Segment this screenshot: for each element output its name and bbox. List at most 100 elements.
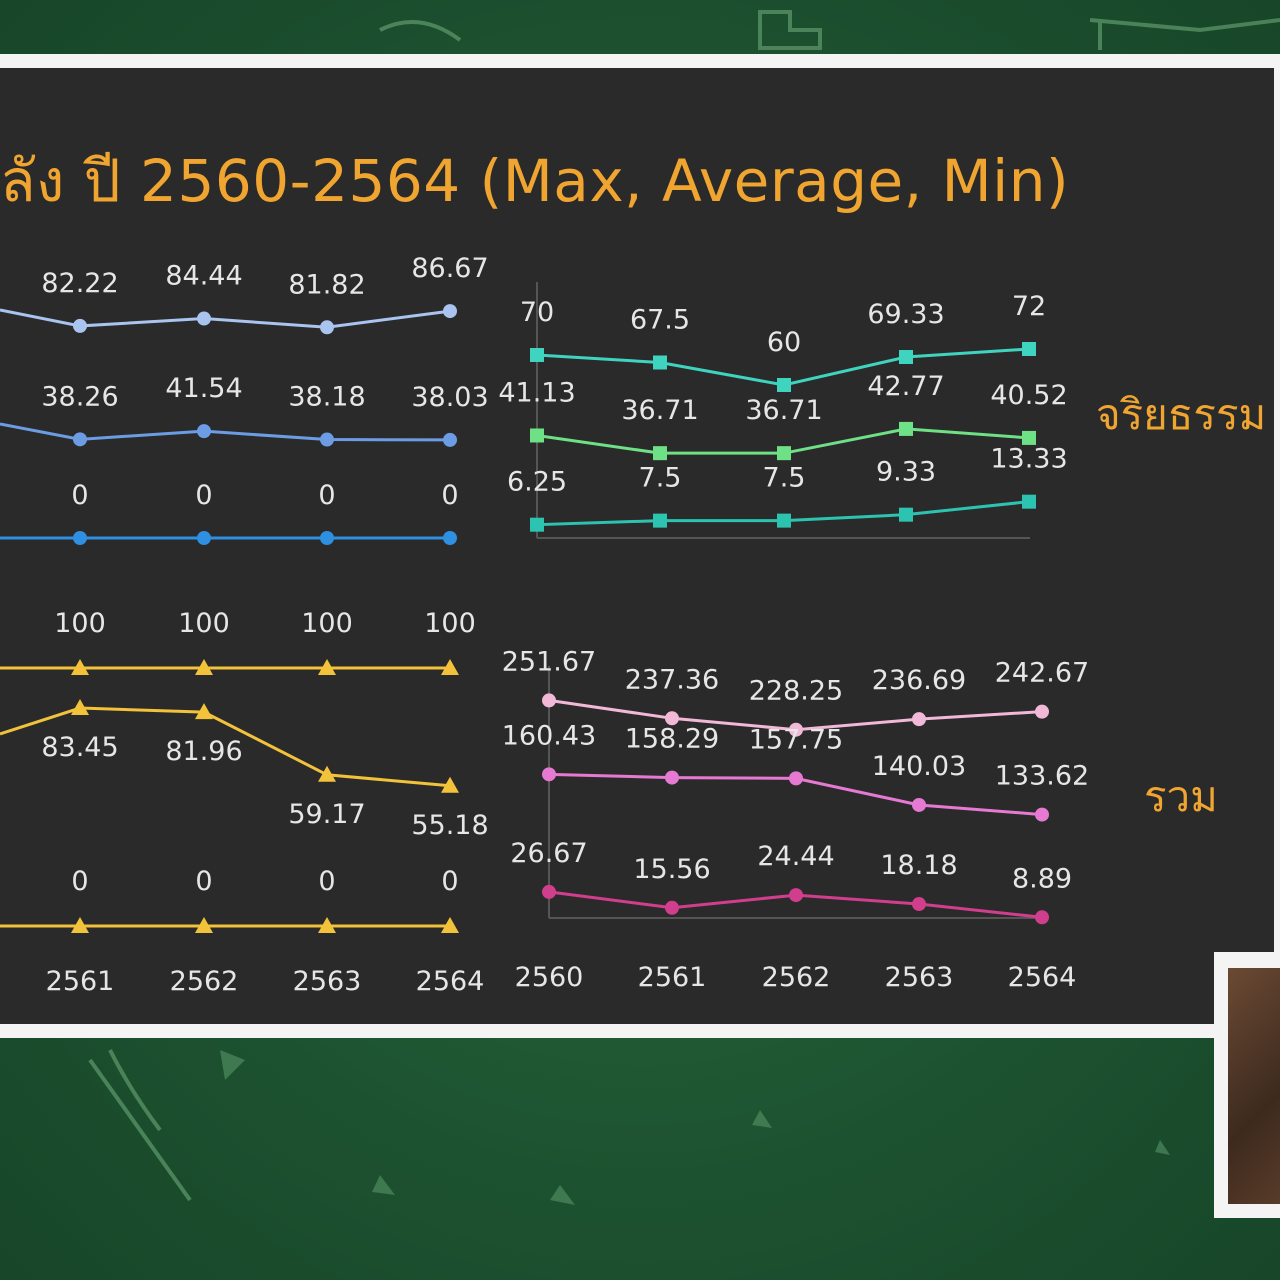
chart-4-avg-label-2560: 160.43 [502,720,596,751]
chart-2-x-tick-2561: 2561 [46,966,115,997]
chart-1-min-point-2561 [73,531,87,545]
chart-4-max-label-2561: 237.36 [625,664,719,695]
chart-4-min-label-2561: 15.56 [633,854,710,885]
chart-3-max-point-2560 [530,348,544,362]
chart-3-avg-point-2563 [899,421,913,436]
chart-4-avg-label-2562: 157.75 [749,724,843,755]
chart-4-max-point-2562 [789,722,803,737]
chart-3-min-label-2564: 13.33 [990,444,1067,475]
chart-1-max-label-2562: 84.44 [165,261,242,292]
chart-4-max-label-2562: 228.25 [749,676,843,707]
chart-4-min-point-2561 [665,900,679,915]
chart-1-avg-point-2561 [73,432,87,447]
chart-1-min-label-2561: 0 [71,480,88,511]
chart-1-max-point-2564 [443,304,457,319]
chart-3-max-label-2564: 72 [1012,291,1046,322]
chart-3-max-label-2563: 69.33 [867,299,944,330]
slide-panel [0,54,1280,1038]
chart-4-max-point-2563 [912,712,926,727]
chart-2-max-label-2564: 100 [424,608,476,639]
chart-2-avg-point-2562 [195,703,213,720]
chart-1-avg-line [0,422,451,442]
chart-4-max-point-2561 [665,711,679,726]
chart-1-min-point-2562 [197,531,211,545]
picture-frame-image [1228,968,1280,1204]
chart-2-avg-label-2563: 59.17 [288,799,365,830]
chart-2-min-label-2562: 0 [195,866,212,897]
chart-2-min-point-2563 [318,917,336,933]
chart-4-min-point-2560 [542,884,556,899]
chart-2-max-point-2564 [441,659,459,675]
chart-2-avg-point-2564 [441,776,459,793]
chart-4-min-label-2563: 18.18 [880,850,957,881]
chart-3-max-label-2561: 67.5 [630,305,690,336]
ethics-label: จริยธรรม [1096,390,1267,439]
chart-1-avg-label-2562: 41.54 [165,373,242,404]
chart-4-min-point-2562 [789,888,803,903]
chart-1-max-label-2563: 81.82 [288,269,365,300]
chart-4-avg-point-2562 [789,771,803,786]
chart-4-max-point-2564 [1035,704,1049,719]
chart-2-max-point-2562 [195,659,213,675]
chart-4-avg-point-2560 [542,767,556,782]
chart-3-avg-label-2562: 36.71 [745,395,822,426]
chart-3-min-label-2562: 7.5 [763,463,806,494]
chart-2-x-tick-2562: 2562 [170,966,239,997]
chart-2-x-tick-2564: 2564 [416,966,485,997]
chart-3-avg-point-2560 [530,428,544,443]
chart-4-max-label-2560: 251.67 [502,646,596,677]
chart-3-avg-point-2562 [777,446,791,461]
chart-2-max-point-2561 [71,659,89,675]
chart-4-max-label-2563: 236.69 [872,665,966,696]
chart-2-min-label-2564: 0 [441,866,458,897]
chart-1-avg-point-2562 [197,424,211,439]
chart-4-avg-point-2561 [665,770,679,785]
chart-3-min-label-2560: 6.25 [507,467,567,498]
chart-title: ลัง ปี 2560-2564 (Max, Average, Min) [0,147,1070,215]
chart-2-avg-label-2561: 83.45 [41,732,118,763]
chart-1-max-label-2561: 82.22 [41,268,118,299]
chart-3-avg-label-2564: 40.52 [990,380,1067,411]
chart-1-min-point-2563 [320,531,334,545]
chart-2-avg-label-2562: 81.96 [165,736,242,767]
chart-4-avg-label-2564: 133.62 [995,761,1089,792]
chart-4-x-tick-2562: 2562 [762,962,831,993]
chart-2-avg-label-2564: 55.18 [411,810,488,841]
chart-4-max-point-2560 [542,693,556,708]
chart-2-max-point-2563 [318,659,336,675]
chart-2-min-point-2561 [71,917,89,933]
chart-1-min-label-2563: 0 [318,480,335,511]
chart-3-min-label-2563: 9.33 [876,457,936,488]
chart-3-max-point-2563 [899,350,913,365]
chart-4-min-point-2564 [1035,910,1049,925]
chart-1-max-point-2563 [320,320,334,335]
chart-4-min-label-2564: 8.89 [1012,863,1072,894]
chart-1-min-label-2562: 0 [195,480,212,511]
chart-1-max-point-2561 [73,318,87,333]
chart-1-avg-point-2564 [443,432,457,447]
chart-2-max-label-2561: 100 [54,608,106,639]
chart-4-x-tick-2561: 2561 [638,962,707,993]
chart-1-max-line [0,308,451,329]
chart-2-min-label-2561: 0 [71,866,88,897]
chart-4-min-point-2563 [912,897,926,912]
chart-3-min-point-2563 [899,507,913,522]
chart-1-avg-label-2564: 38.03 [411,382,488,413]
chart-1-min-label-2564: 0 [441,480,458,511]
chart-3-min-point-2562 [777,513,791,528]
chart-4-x-tick-2560: 2560 [515,962,584,993]
chart-3-avg-point-2564 [1022,430,1036,445]
chart-1-avg-point-2563 [320,432,334,447]
chart-2-max-label-2563: 100 [301,608,353,639]
chart-3-avg-label-2561: 36.71 [621,395,698,426]
chart-2-min-point-2562 [195,917,213,933]
chart-1-avg-label-2563: 38.18 [288,382,365,413]
chart-1-avg-label-2561: 38.26 [41,381,118,412]
chart-2-max-label-2562: 100 [178,608,230,639]
chart-3-min-point-2561 [653,513,667,528]
chart-3-max-label-2562: 60 [767,327,801,358]
chart-3-max-point-2562 [777,378,791,392]
chart-4-avg-label-2561: 158.29 [625,724,719,755]
